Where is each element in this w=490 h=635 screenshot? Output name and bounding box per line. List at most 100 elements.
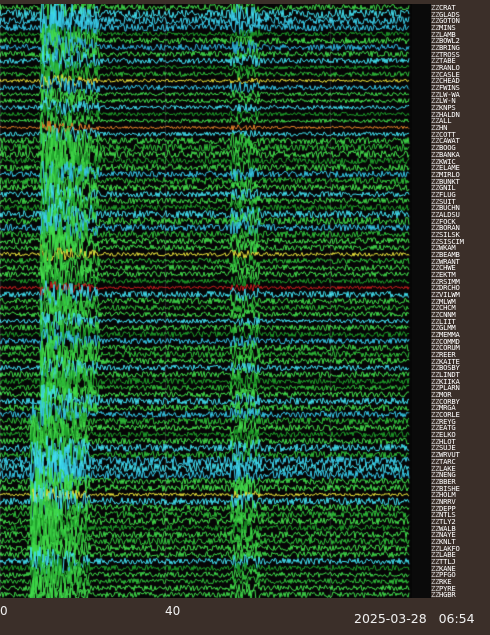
station-label[interactable]: ZZTABE (431, 57, 456, 64)
station-code: HGBR (439, 590, 456, 600)
station-label[interactable]: ZZSUJE (431, 444, 456, 451)
station-label[interactable]: ZZLW-N (431, 97, 456, 104)
station-label[interactable]: ZZSILSK (431, 231, 460, 238)
station-label[interactable]: ZZCOMMD (431, 338, 460, 345)
station-label[interactable]: ZZWRVUT (431, 451, 460, 458)
station-label[interactable]: ZZBBER (431, 478, 456, 485)
station-label[interactable]: ZZNAYE (431, 531, 456, 538)
waveform-plot-area[interactable] (0, 4, 412, 598)
station-label[interactable]: ZZELKO (431, 431, 456, 438)
station-label[interactable]: ZZDRCHO (431, 284, 460, 291)
station-label[interactable]: ZZCHWE (431, 264, 456, 271)
station-label[interactable]: ZZKNLT (431, 538, 456, 545)
station-label[interactable]: ZZBOWL2 (431, 37, 460, 44)
station-label[interactable]: ZZTLY2 (431, 518, 456, 525)
station-label[interactable]: ZZFOCK (431, 217, 456, 224)
station-label[interactable]: ZZBUNKT (431, 177, 460, 184)
network-code: ZZ (431, 169, 440, 179)
station-code: REER (439, 350, 456, 360)
station-label[interactable]: ZZHN (431, 124, 447, 131)
station-label[interactable]: ZZHALDN (431, 111, 460, 118)
station-label[interactable]: ZZLAKE (431, 464, 456, 471)
station-label[interactable]: ZZPLARN (431, 384, 460, 391)
station-label[interactable]: ZZGLADS (431, 11, 460, 18)
station-label[interactable]: ZZCORLE (431, 411, 460, 418)
station-label[interactable]: ZZBOOG (431, 144, 456, 151)
station-label[interactable]: ZZLAKFO (431, 544, 460, 551)
station-label[interactable]: ZZNRRV (431, 498, 456, 505)
station-label[interactable]: ZZWALB (431, 524, 456, 531)
station-label[interactable]: ZZPFGO (431, 571, 456, 578)
station-label[interactable]: ZZWKAM (431, 244, 456, 251)
station-label[interactable]: ZZRSIMM (431, 278, 460, 285)
station-label[interactable]: ZZCAWAT (431, 137, 460, 144)
station-label[interactable]: ZZKWIC (431, 157, 456, 164)
station-label[interactable]: ZZSISCIM (431, 237, 464, 244)
station-label[interactable]: ZZMOR (431, 391, 452, 398)
station-label[interactable]: ZZNENG (431, 471, 456, 478)
network-code: ZZ (431, 470, 440, 480)
station-label[interactable]: ZZBISHE (431, 484, 460, 491)
station-label[interactable]: ZZBUCHN (431, 204, 460, 211)
station-label[interactable]: ZZLIIT (431, 318, 456, 325)
station-label[interactable]: ZZEATG (431, 424, 456, 431)
station-label[interactable]: ZZCORUM (431, 344, 460, 351)
network-code: ZZ (431, 183, 440, 193)
station-label[interactable]: ZZELAME (431, 164, 460, 171)
station-label[interactable]: ZZFWINS (431, 84, 460, 91)
station-label[interactable]: ZZBORAN (431, 224, 460, 231)
station-label[interactable]: ZZREER (431, 351, 456, 358)
station-label[interactable]: ZZALL (431, 117, 452, 124)
station-label[interactable]: ZZCHCM (431, 304, 456, 311)
time-axis: 0 40 (0, 598, 412, 635)
station-label[interactable]: ZZWRANT (431, 258, 460, 265)
station-label[interactable]: ZZKAITE (431, 358, 460, 365)
station-label[interactable]: ZZLAMB (431, 31, 456, 38)
station-label[interactable]: ZZHOLM (431, 491, 456, 498)
station-label[interactable]: ZZVILWM (431, 291, 460, 298)
station-label[interactable]: ZZMRGA (431, 404, 456, 411)
station-label[interactable]: ZZRKE (431, 578, 452, 585)
station-label[interactable]: ZZBRING (431, 44, 460, 51)
station-label[interactable]: ZZTARC (431, 458, 456, 465)
station-label[interactable]: ZZCRAT (431, 4, 456, 11)
station-code: CORUM (439, 343, 460, 353)
station-label[interactable]: ZZCORBY (431, 398, 460, 405)
station-label[interactable]: ZZTROSS (431, 51, 460, 58)
station-label[interactable]: ZZMINS (431, 24, 456, 31)
station-label[interactable]: ZZBANKA (431, 151, 460, 158)
station-label[interactable]: ZZGLMM (431, 324, 456, 331)
station-label[interactable]: ZZKNPS (431, 104, 456, 111)
station-label[interactable]: ZZSUIT (431, 197, 456, 204)
station-label[interactable]: ZZLINDT (431, 371, 460, 378)
station-label[interactable]: ZZHGBR (431, 591, 456, 598)
station-label[interactable]: ZZGNIL (431, 184, 456, 191)
network-code: ZZ (431, 123, 440, 133)
station-label[interactable]: ZZFLUG (431, 191, 456, 198)
station-label[interactable]: ZZMEMMA (431, 331, 460, 338)
station-label[interactable]: ZZNTLS (431, 511, 456, 518)
station-label[interactable]: ZZBEAMB (431, 251, 460, 258)
station-label[interactable]: ZZMLWM (431, 298, 456, 305)
station-label[interactable]: ZZCNNM (431, 311, 456, 318)
station-label[interactable]: ZZCASLE (431, 71, 460, 78)
station-label[interactable]: ZZBOSBY (431, 364, 460, 371)
station-label[interactable]: ZZCOTT (431, 131, 456, 138)
station-label[interactable]: ZZRANLO (431, 64, 460, 71)
station-label[interactable]: ZZALDSU (431, 211, 460, 218)
station-label[interactable]: ZZGOTON (431, 17, 460, 24)
station-label[interactable]: ZZHLOT (431, 438, 456, 445)
station-label[interactable]: ZZEKTM (431, 271, 456, 278)
station-label[interactable]: ZZKIIKA (431, 378, 460, 385)
station-label[interactable]: ZZMIRLO (431, 171, 460, 178)
station-label[interactable]: ZZPYRE (431, 585, 456, 592)
station-label[interactable]: ZZLABE (431, 551, 456, 558)
station-label[interactable]: ZZCHEAD (431, 77, 460, 84)
network-code: ZZ (431, 229, 440, 239)
network-code: ZZ (431, 510, 440, 520)
station-label[interactable]: ZZLW-WA (431, 91, 460, 98)
station-label[interactable]: ZZKANE (431, 565, 456, 572)
station-label[interactable]: ZZREYG (431, 418, 456, 425)
station-label[interactable]: ZZDEPP (431, 504, 456, 511)
station-label[interactable]: ZZTTLJ (431, 558, 456, 565)
